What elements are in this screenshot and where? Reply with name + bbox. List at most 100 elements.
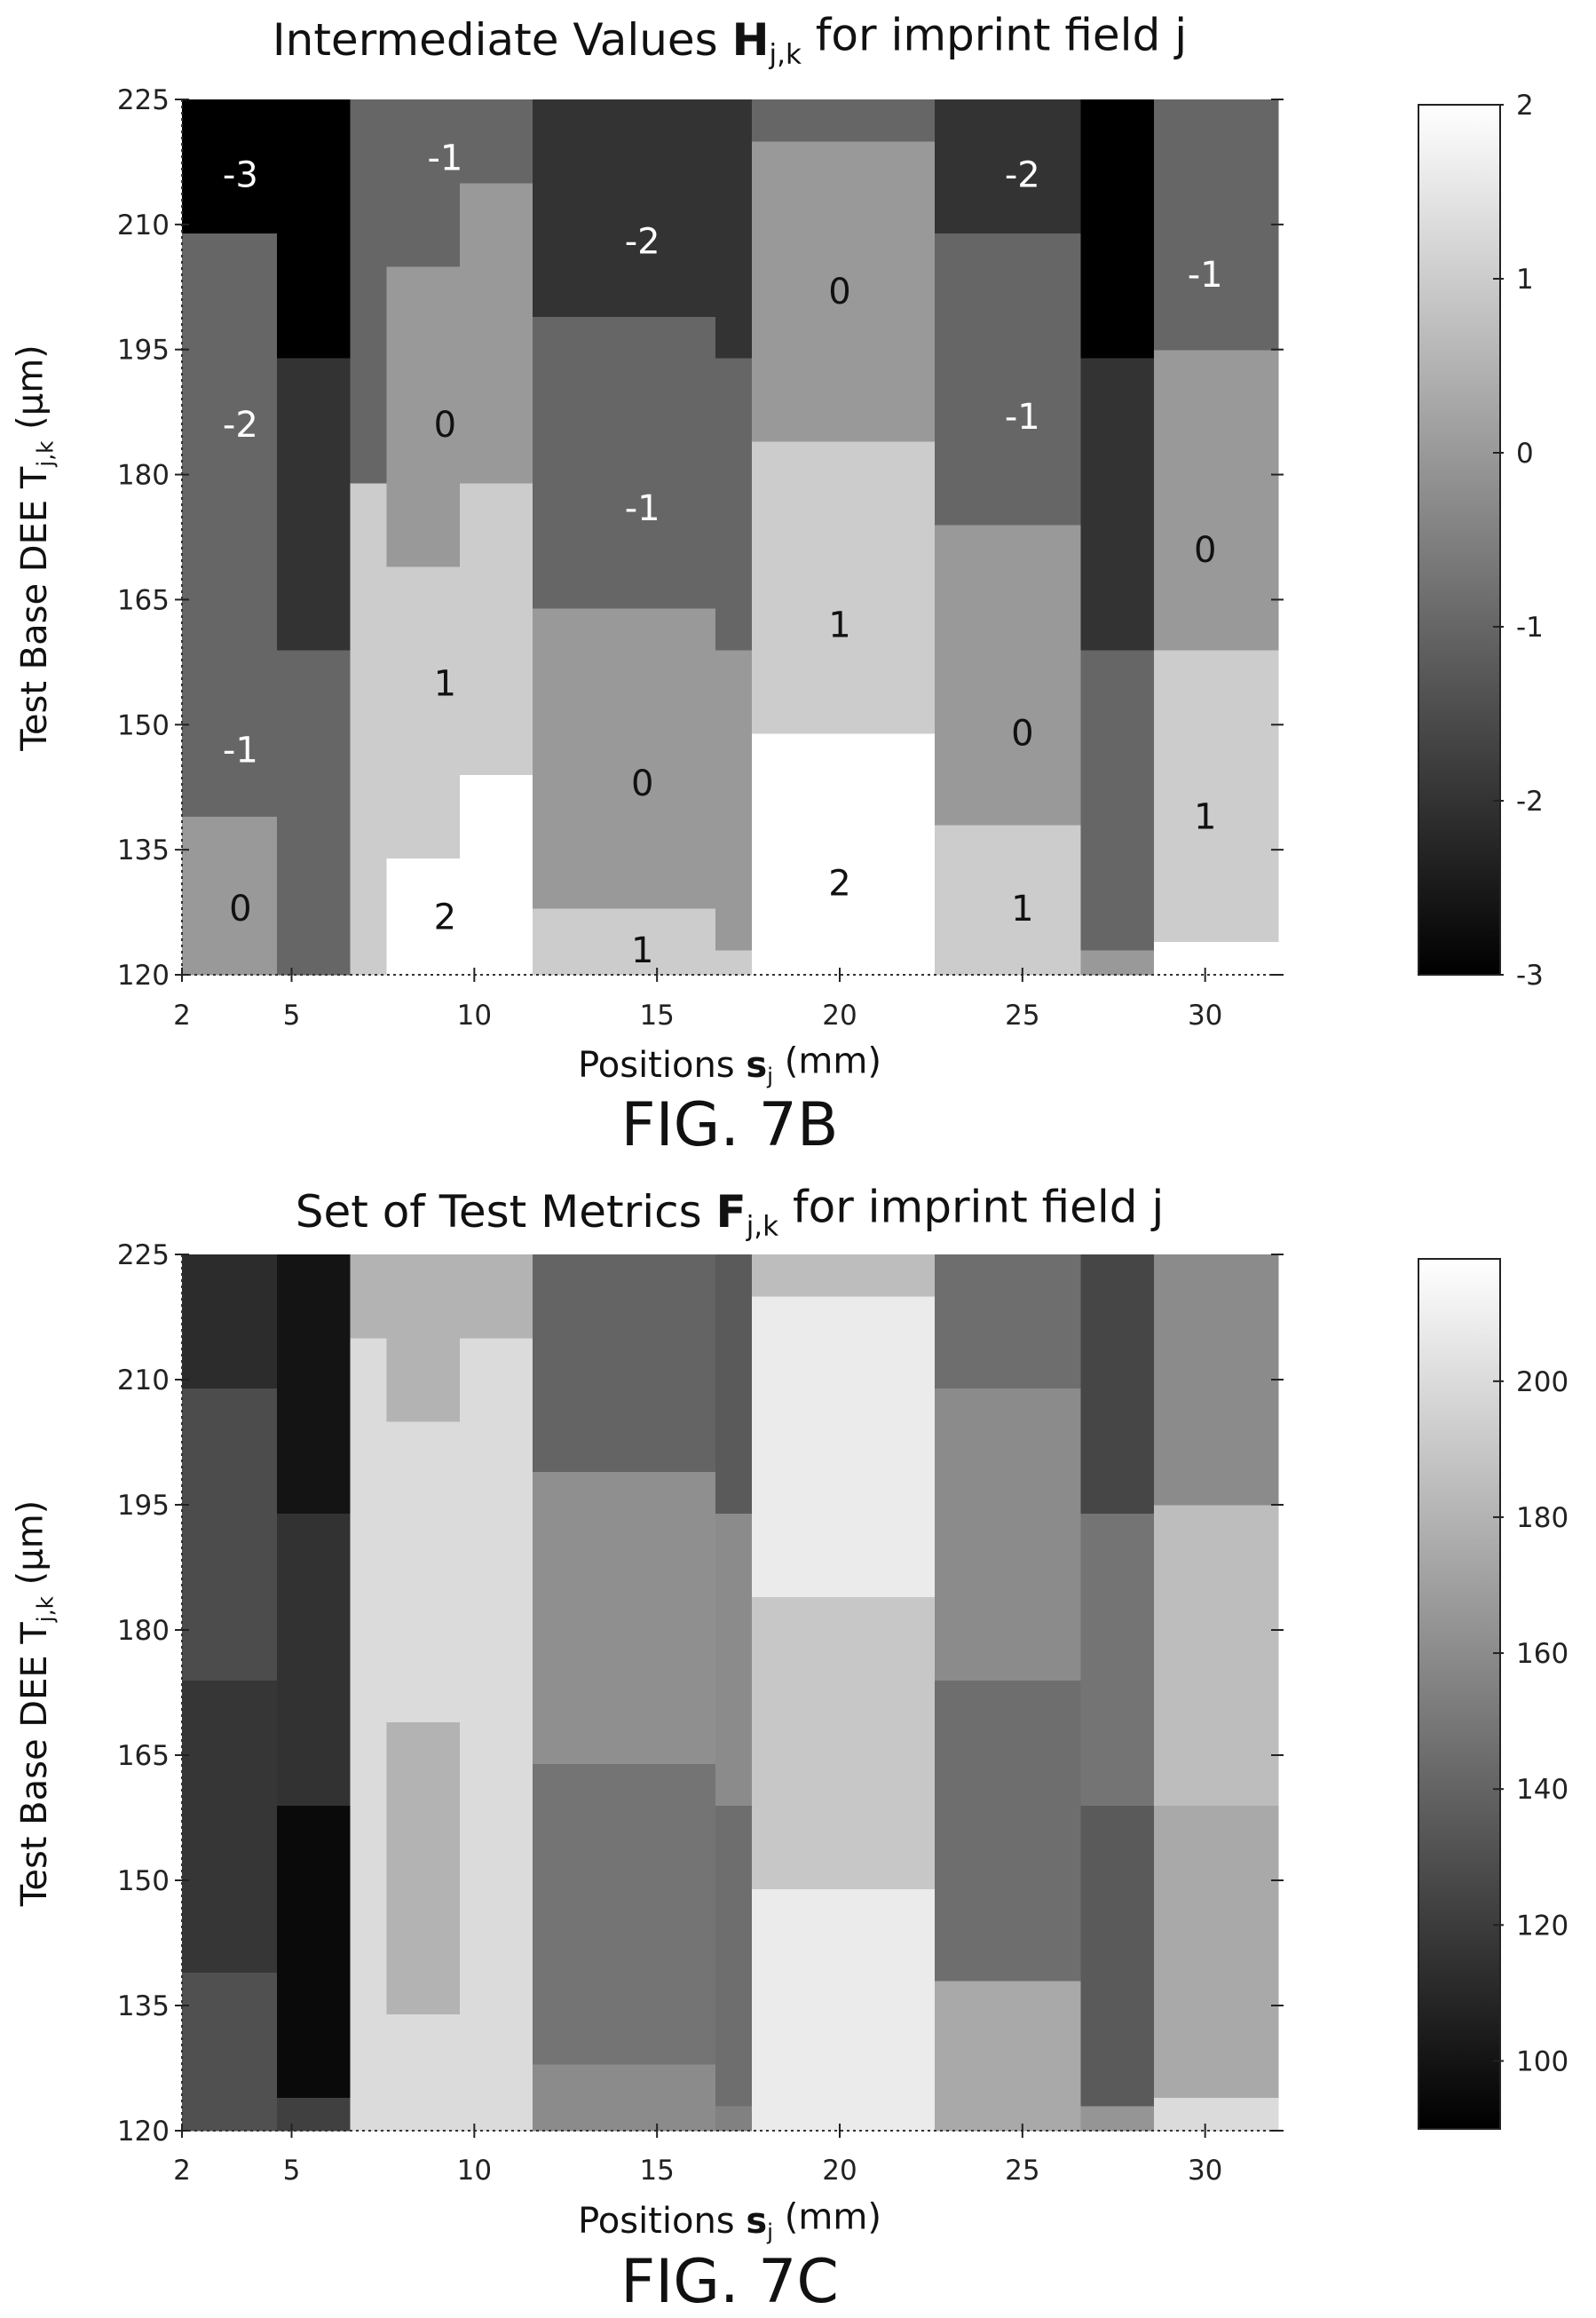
- heatmap-cell: [533, 607, 716, 909]
- cell-value-label: 2: [828, 864, 850, 905]
- x-tick-label: 25: [1005, 2155, 1039, 2187]
- heatmap-cell: [752, 99, 936, 142]
- x-tick-label: 20: [822, 1000, 857, 1032]
- heatmap-cell: [715, 2105, 753, 2132]
- heatmap-cell: [182, 816, 278, 976]
- y-tick-label: 120: [117, 2116, 170, 2148]
- x-tick-label: 15: [639, 2155, 674, 2187]
- heatmap-cell: [350, 774, 388, 976]
- heatmap-cell: [350, 1338, 388, 1639]
- cell-value-label: 1: [631, 930, 653, 971]
- heatmap-cell: [935, 1680, 1082, 1982]
- x-tick-label: 5: [283, 1000, 301, 1032]
- x-tick-label: 30: [1188, 1000, 1222, 1032]
- cell-value-label: 1: [434, 663, 456, 704]
- heatmap-cell: [533, 907, 716, 976]
- heatmap-cell: [386, 99, 461, 267]
- figure-label: FIG. 7C: [620, 2247, 839, 2317]
- colorbar-tick-label: 120: [1516, 1910, 1568, 1942]
- heatmap-cell: [277, 649, 351, 943]
- colorbar: [1418, 1258, 1501, 2130]
- heatmap-cell: [277, 2097, 351, 2132]
- x-tick-label: 5: [283, 2155, 301, 2187]
- colorbar-tick-label: 160: [1516, 1638, 1568, 1670]
- heatmap-cell: [182, 1254, 278, 1388]
- heatmap-cell: [1154, 1505, 1279, 1806]
- heatmap-cell: [1080, 99, 1155, 359]
- cell-value-label: -1: [625, 488, 660, 529]
- heatmap-cell: [386, 858, 461, 976]
- heatmap-cell: [533, 2063, 716, 2132]
- heatmap-cell: [752, 732, 936, 976]
- x-tick-label: 10: [457, 1000, 492, 1032]
- cell-value-label: -1: [1188, 255, 1223, 296]
- chart-title: Intermediate Values Hj,k for imprint fie…: [273, 9, 1187, 70]
- colorbar-tick-label: 140: [1516, 1774, 1568, 1806]
- heatmap-cell: [386, 2013, 461, 2132]
- heatmap-cell: [935, 524, 1082, 826]
- heatmap-cell: [715, 358, 753, 651]
- heatmap-cell: [277, 1513, 351, 1806]
- heatmap-cell: [182, 1972, 278, 2132]
- heatmap-cell: [533, 1254, 716, 1472]
- cell-value-label: 0: [631, 763, 653, 804]
- cell-value-label: 0: [434, 405, 456, 446]
- y-tick-label: 225: [117, 84, 170, 116]
- heatmap-cell: [935, 824, 1082, 976]
- colorbar-tick-label: -1: [1516, 612, 1544, 644]
- heatmap-cell: [1154, 99, 1279, 351]
- heatmap-cell: [1154, 349, 1279, 651]
- heatmap-cell: [182, 1680, 278, 1973]
- chart-panel-7b: Intermediate Values Hj,k for imprint fie…: [10, 9, 1543, 1160]
- colorbar: [1418, 104, 1501, 976]
- heatmap-cell: [1154, 649, 1279, 943]
- y-axis-label: Test Base DEE Tj,k (µm): [10, 344, 58, 752]
- heatmap-cell: [715, 649, 753, 951]
- y-tick-label: 135: [117, 835, 170, 866]
- heatmap-cell: [182, 1388, 278, 1681]
- heatmap-cell: [752, 441, 936, 734]
- x-tick-label: 10: [457, 2155, 492, 2187]
- y-tick-label: 165: [117, 584, 170, 616]
- heatmap-cell: [459, 1930, 533, 2132]
- heatmap-cell: [459, 774, 533, 976]
- heatmap-cell: [350, 482, 388, 776]
- colorbar-tick-label: 100: [1516, 2045, 1568, 2077]
- heatmap-cell: [182, 233, 278, 818]
- x-tick-label: 2: [173, 1000, 191, 1032]
- heatmap-cell: [277, 941, 351, 976]
- y-tick-label: 210: [117, 1365, 170, 1396]
- heatmap-cell: [752, 1888, 936, 2132]
- x-tick-label: 20: [822, 2155, 857, 2187]
- cell-value-label: -1: [1005, 397, 1040, 438]
- heatmap-cell: [752, 1254, 936, 1297]
- y-tick-label: 150: [117, 709, 170, 741]
- heatmap-cell: [182, 99, 278, 233]
- heatmap-cell: [715, 1513, 753, 1806]
- y-tick-label: 165: [117, 1740, 170, 1772]
- x-tick-label: 25: [1005, 1000, 1039, 1032]
- cell-value-label: 1: [1194, 797, 1216, 838]
- heatmap-cell: [1154, 2097, 1279, 2132]
- heatmap-cell: [459, 1638, 533, 1931]
- cell-value-label: 2: [434, 897, 456, 937]
- heatmap-cell: [935, 1254, 1082, 1388]
- colorbar-tick-label: 200: [1516, 1366, 1568, 1398]
- y-tick-label: 120: [117, 960, 170, 992]
- heatmap-cell: [386, 1721, 461, 2014]
- heatmap-cell: [935, 233, 1082, 526]
- heatmap-cell: [459, 1338, 533, 1639]
- heatmap-cell: [1080, 2105, 1155, 2132]
- x-tick-label: 15: [639, 1000, 674, 1032]
- y-tick-label: 135: [117, 1990, 170, 2022]
- heatmap-cells: [182, 99, 1279, 976]
- heatmap-cell: [1080, 358, 1155, 651]
- heatmap-cell: [533, 316, 716, 609]
- x-axis-label: Positions sj (mm): [578, 1040, 881, 1088]
- cell-value-label: -2: [223, 405, 258, 446]
- heatmap-cell: [350, 1930, 388, 2132]
- heatmap-cell: [277, 99, 351, 359]
- cell-value-label: 1: [828, 605, 850, 646]
- colorbar-tick-label: 0: [1516, 438, 1534, 470]
